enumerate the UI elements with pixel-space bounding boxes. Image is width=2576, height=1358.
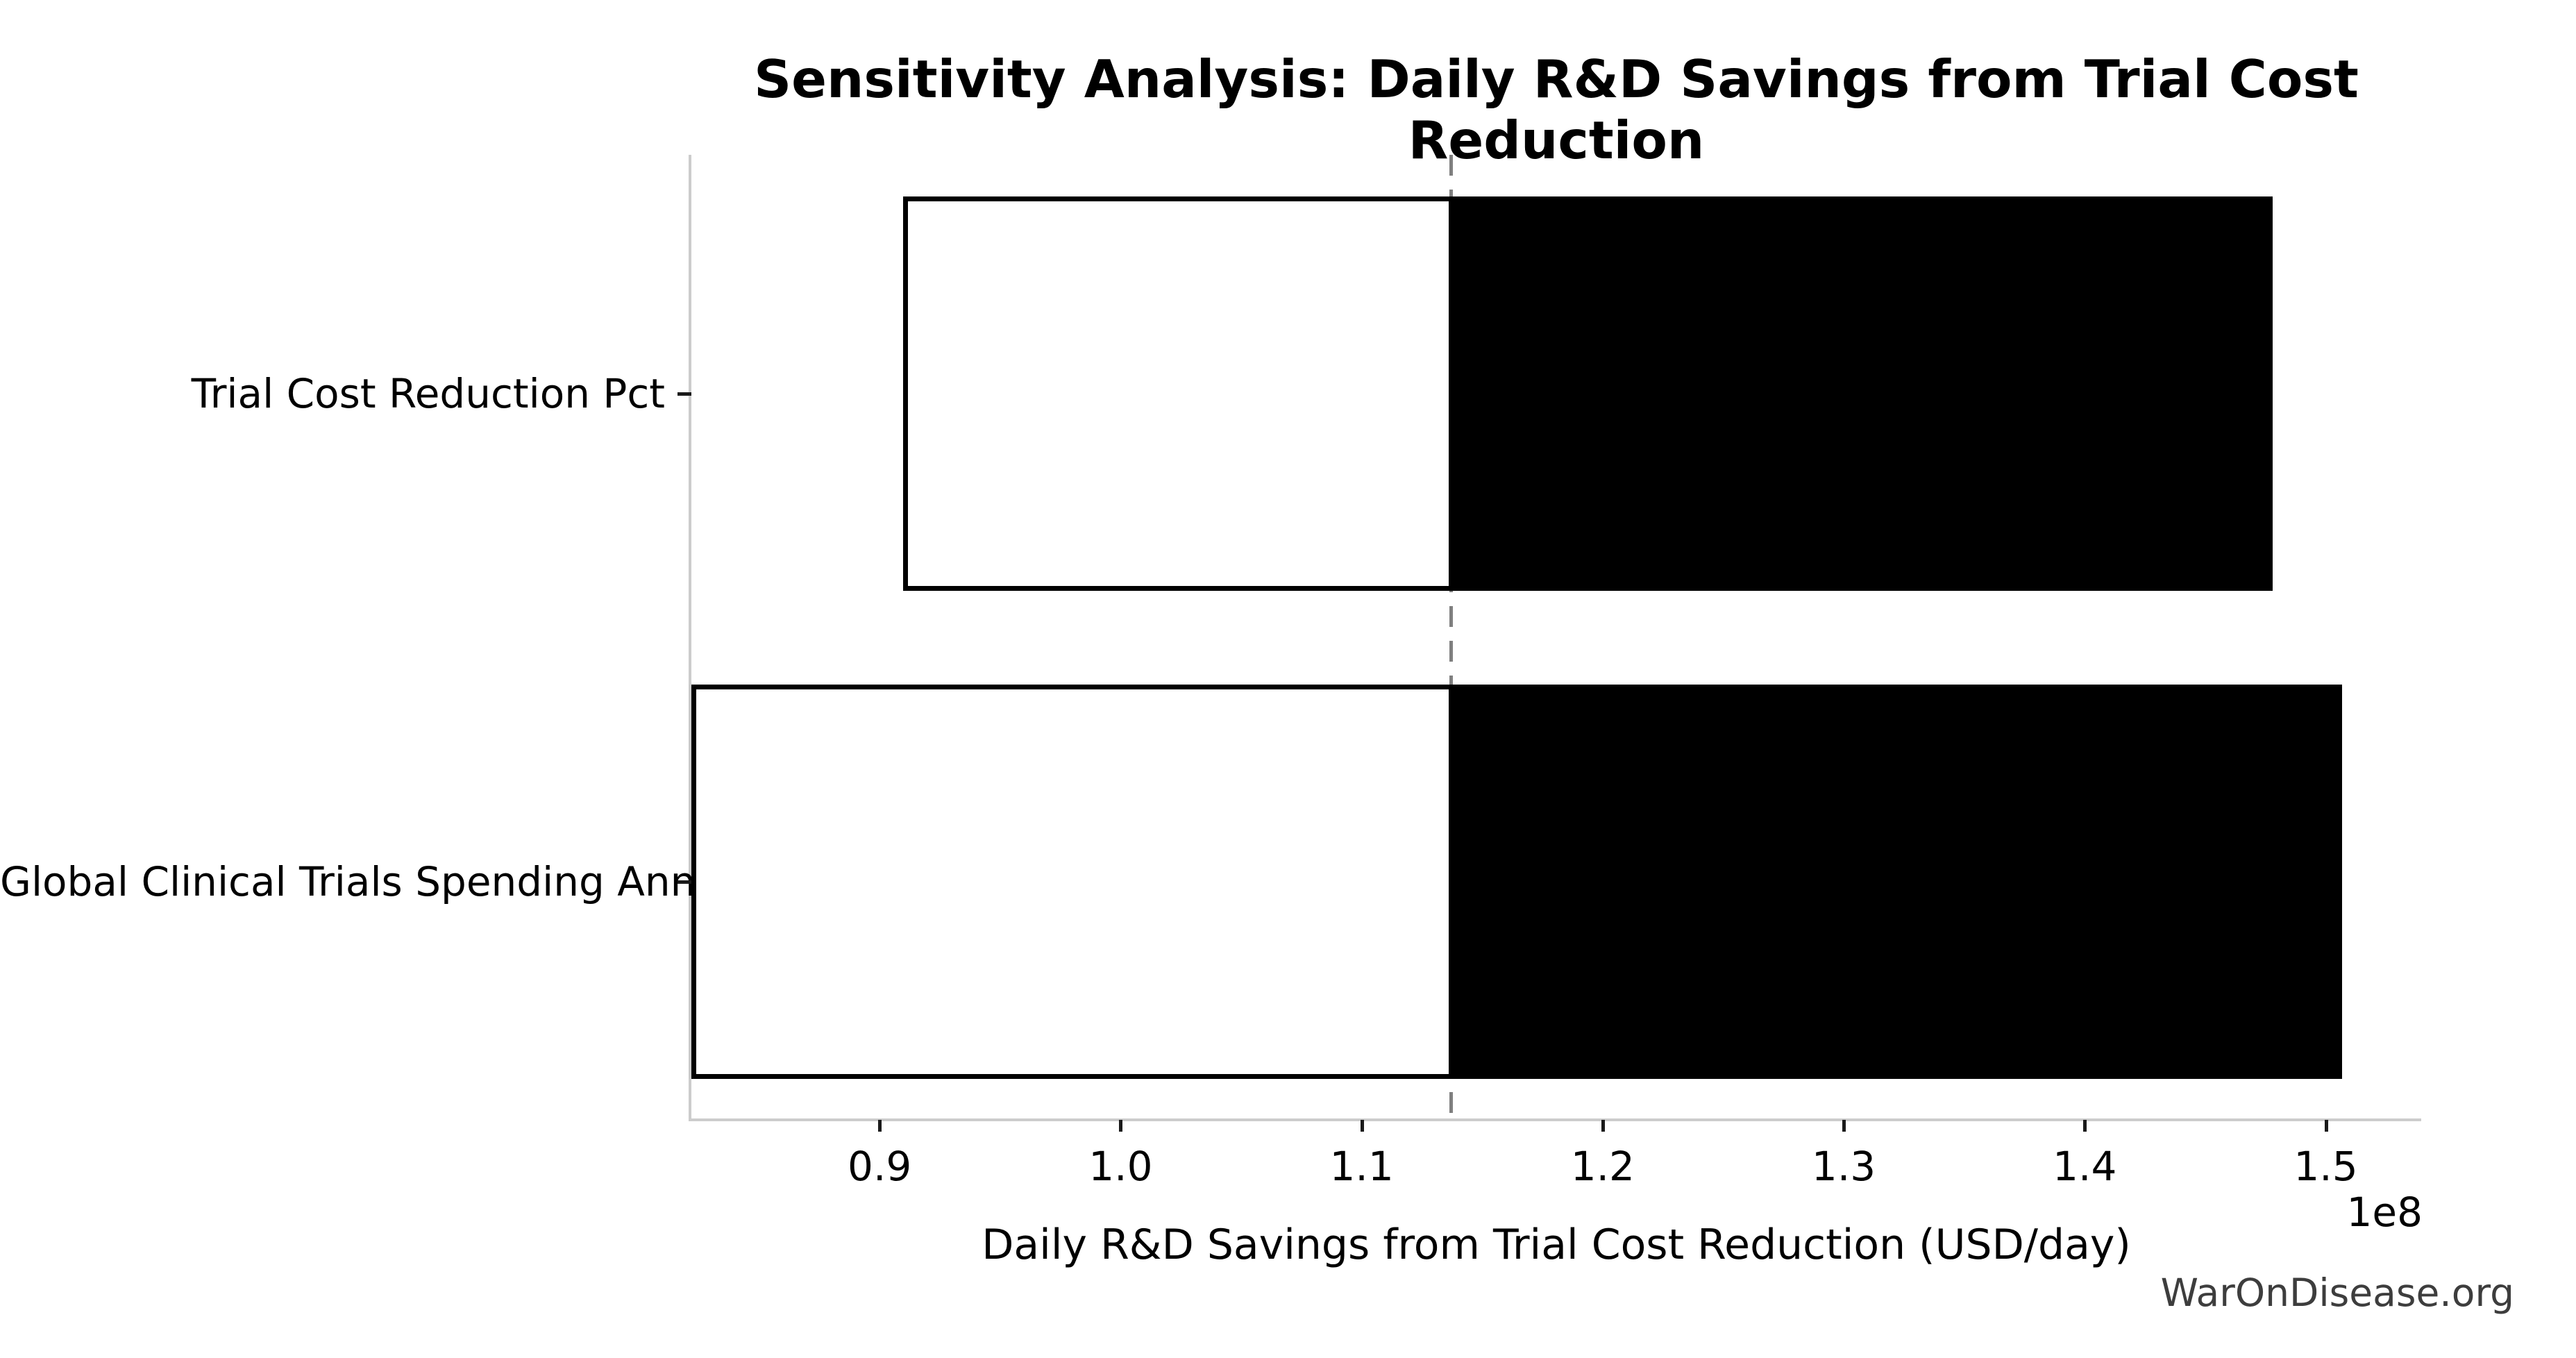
x-tick	[2083, 1120, 2087, 1132]
x-tick-label: 1.2	[1570, 1143, 1635, 1190]
x-axis-spine	[689, 1118, 2421, 1121]
x-tick-label: 1.1	[1329, 1143, 1394, 1190]
x-tick-label: 0.9	[848, 1143, 912, 1190]
x-tick-label: 1.5	[2293, 1143, 2358, 1190]
x-tick-label: 1.0	[1088, 1143, 1153, 1190]
watermark: WarOnDisease.org	[2160, 1271, 2514, 1315]
x-tick	[1842, 1120, 1846, 1132]
chart-title: Sensitivity Analysis: Daily R&D Savings …	[754, 49, 2359, 171]
plot-area: 0.9 1.0 1.1 1.2 1.3 1.4 1.5	[677, 155, 2421, 1189]
y-tick	[677, 392, 691, 396]
x-tick	[878, 1120, 882, 1132]
bar-segment-high	[1451, 196, 2273, 591]
x-tick	[2324, 1120, 2328, 1132]
x-tick	[1119, 1120, 1123, 1132]
bar-segment-high	[1451, 685, 2343, 1079]
y-axis-label: Global Clinical Trials Spending Annual	[0, 858, 757, 905]
y-tick	[677, 880, 691, 884]
x-tick-label: 1.4	[2053, 1143, 2117, 1190]
x-tick-label: 1.3	[1811, 1143, 1876, 1190]
baseline-dashed-line	[1449, 155, 1454, 1120]
bar-segment-low	[691, 685, 1454, 1079]
x-tick	[1601, 1120, 1605, 1132]
y-axis-label: Trial Cost Reduction Pct	[191, 370, 665, 417]
axis-offset-label: 1e8	[2346, 1189, 2423, 1236]
x-tick	[1360, 1120, 1364, 1132]
y-axis-spine	[689, 155, 691, 1120]
x-axis-label: Daily R&D Savings from Trial Cost Reduct…	[982, 1221, 2131, 1269]
bar-segment-low	[902, 196, 1454, 591]
